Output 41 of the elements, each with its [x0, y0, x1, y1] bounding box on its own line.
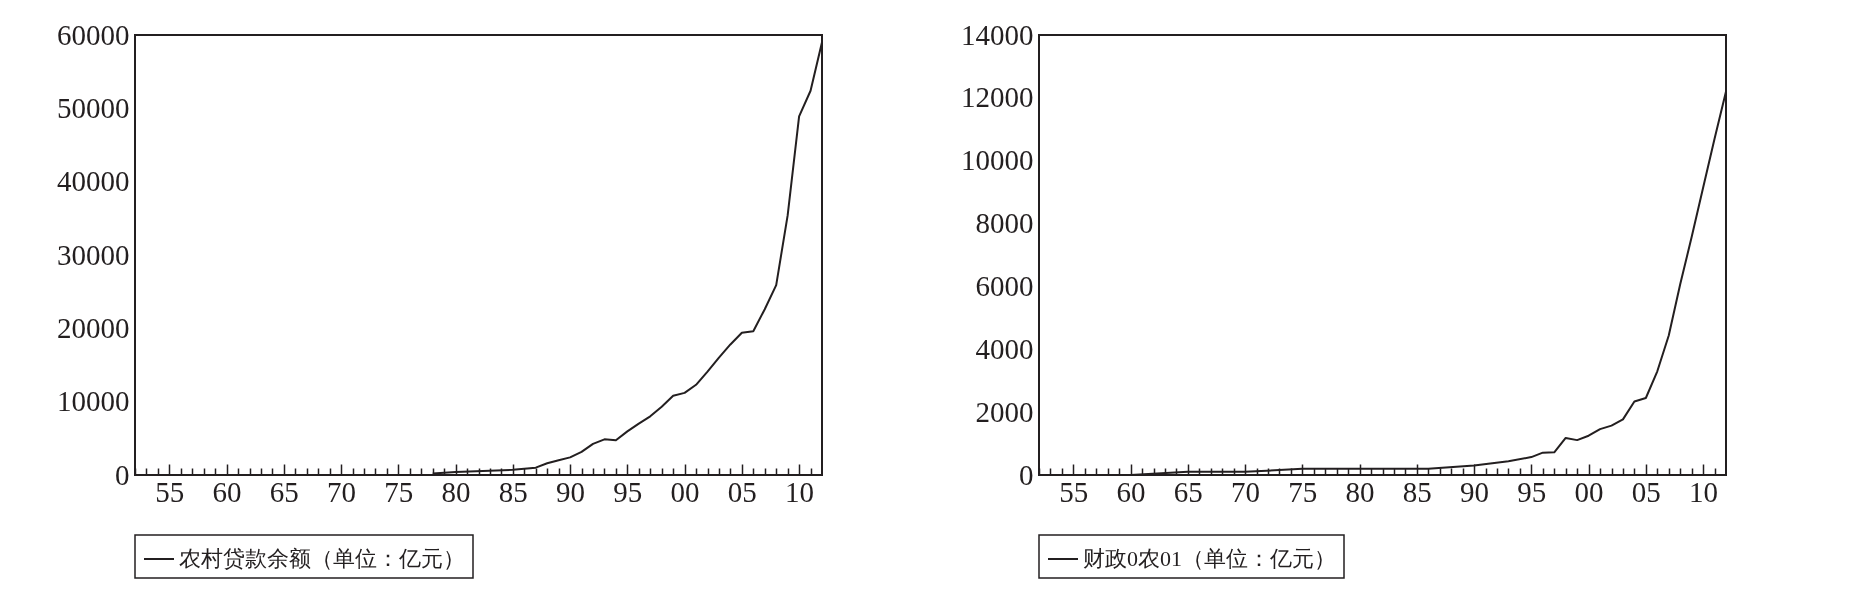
x-tick-label: 90	[556, 475, 586, 508]
y-tick-label: 50000	[57, 91, 130, 124]
y-tick-label: 0	[1019, 458, 1034, 491]
x-tick-label: 75	[1288, 475, 1318, 508]
x-tick-label: 65	[1173, 475, 1203, 508]
x-tick-label: 65	[269, 475, 299, 508]
y-tick-label: 2000	[975, 395, 1034, 428]
x-tick-label: 55	[155, 475, 185, 508]
x-tick-label: 85	[1402, 475, 1432, 508]
y-tick-label: 40000	[57, 165, 130, 198]
x-tick-label: 70	[327, 475, 357, 508]
x-tick-label: 10	[785, 475, 815, 508]
y-tick-label: 30000	[57, 238, 130, 271]
x-tick-label: 80	[441, 475, 471, 508]
x-tick-label: 95	[613, 475, 643, 508]
y-tick-label: 12000	[961, 81, 1034, 114]
x-tick-label: 95	[1517, 475, 1547, 508]
x-tick-label: 05	[727, 475, 757, 508]
x-tick-label: 70	[1231, 475, 1261, 508]
x-tick-label: 10	[1689, 475, 1719, 508]
y-tick-label: 6000	[975, 269, 1034, 302]
y-tick-label: 10000	[961, 144, 1034, 177]
legend-label: 财政0农01（单位：亿元）	[1083, 546, 1336, 571]
y-tick-label: 10000	[57, 385, 130, 418]
x-tick-label: 00	[670, 475, 700, 508]
y-tick-label: 8000	[975, 207, 1034, 240]
legend-label: 农村贷款余额（单位：亿元）	[179, 546, 465, 571]
y-tick-label: 0	[115, 458, 130, 491]
x-tick-label: 80	[1345, 475, 1375, 508]
y-tick-label: 60000	[57, 18, 130, 51]
x-tick-label: 00	[1574, 475, 1604, 508]
y-tick-label: 4000	[975, 332, 1034, 365]
x-tick-label: 85	[498, 475, 528, 508]
y-tick-label: 20000	[57, 311, 130, 344]
x-tick-label: 05	[1631, 475, 1661, 508]
x-tick-label: 55	[1059, 475, 1089, 508]
x-tick-label: 60	[212, 475, 242, 508]
y-tick-label: 14000	[961, 18, 1034, 51]
x-tick-label: 75	[384, 475, 414, 508]
x-tick-label: 60	[1116, 475, 1146, 508]
x-tick-label: 90	[1460, 475, 1490, 508]
